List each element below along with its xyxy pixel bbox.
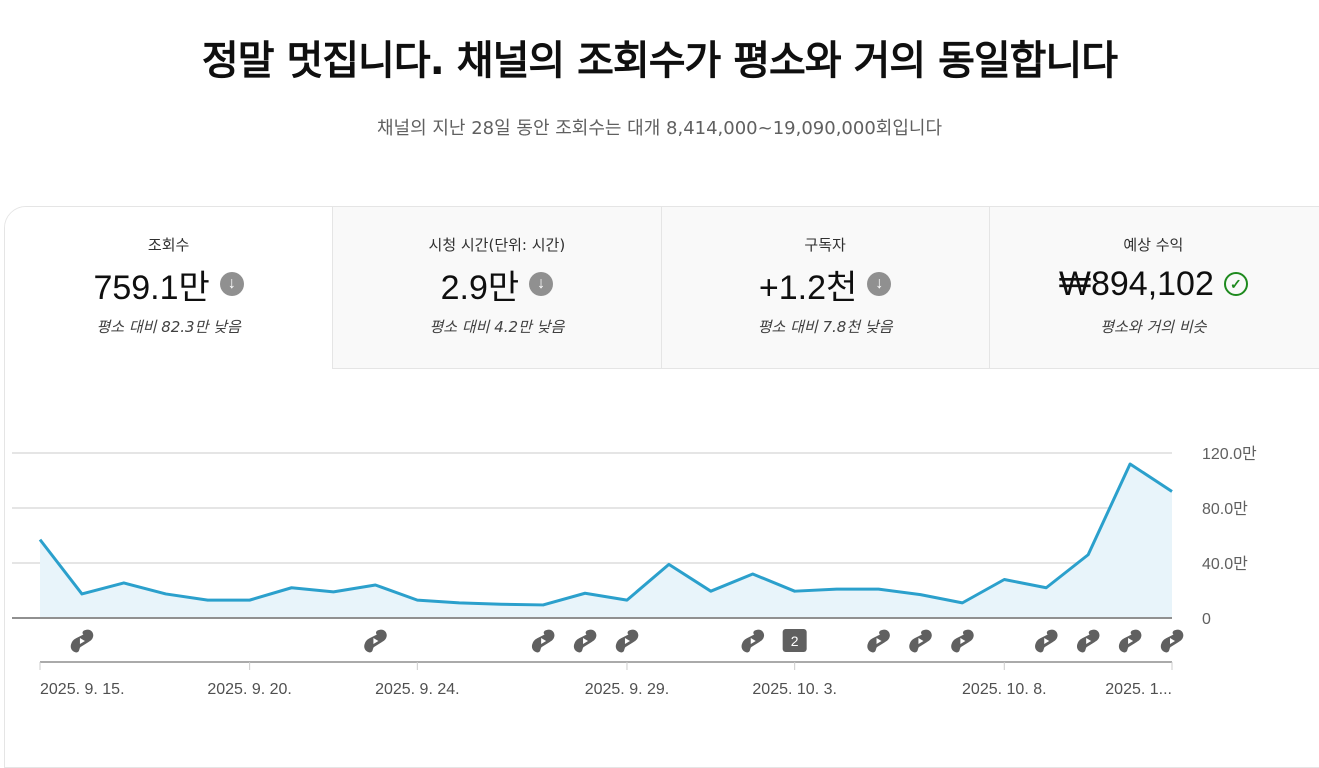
y-tick-label: 0 bbox=[1202, 611, 1211, 628]
shorts-icon[interactable] bbox=[364, 629, 387, 653]
shorts-icon[interactable] bbox=[951, 629, 974, 653]
tab-comparison: 평소 대비 4.2만 낮음 bbox=[429, 318, 565, 336]
tab-value: 759.1만 bbox=[93, 268, 210, 307]
play-triangle bbox=[583, 638, 589, 644]
play-triangle bbox=[1128, 638, 1134, 644]
tab-subscribers[interactable]: 구독자 +1.2천 ↓ 평소 대비 7.8천 낮음 bbox=[660, 207, 989, 369]
play-triangle bbox=[960, 638, 966, 644]
metric-tabs: 조회수 759.1만 ↓ 평소 대비 82.3만 낮음 시청 시간(단위: 시간)… bbox=[5, 207, 1319, 369]
y-tick-label: 80.0만 bbox=[1202, 500, 1248, 518]
tab-estimated-revenue[interactable]: 예상 수익 ₩894,102 ✓ 평소와 거의 비슷 bbox=[988, 207, 1319, 369]
tab-label: 조회수 bbox=[147, 236, 190, 254]
page-title: 정말 멋집니다. 채널의 조회수가 평소와 거의 동일합니다 bbox=[201, 38, 1118, 84]
play-triangle bbox=[1044, 638, 1050, 644]
play-triangle bbox=[373, 638, 379, 644]
shorts-icon[interactable] bbox=[1076, 629, 1100, 653]
shorts-icon[interactable] bbox=[1160, 629, 1184, 653]
play-triangle bbox=[750, 638, 756, 644]
views-chart: 0 40.0만 80.0만 120.0만 2 2025. 9. 15. 2025. 9. 2… bbox=[12, 445, 1257, 698]
tab-value: +1.2천 bbox=[758, 268, 858, 307]
arrow-down-circle-icon: ↓ bbox=[219, 272, 244, 296]
tab-value: ₩894,102 bbox=[1058, 264, 1214, 303]
x-tick-label: 2025. 9. 15. bbox=[40, 681, 125, 698]
x-tick-label: 2025. 9. 20. bbox=[207, 681, 292, 698]
shorts-icon[interactable] bbox=[909, 629, 932, 653]
shorts-icon[interactable] bbox=[615, 629, 639, 653]
tab-label: 예상 수익 bbox=[1123, 236, 1184, 254]
play-triangle bbox=[876, 638, 882, 644]
play-triangle bbox=[918, 638, 924, 644]
tab-views[interactable]: 조회수 759.1만 ↓ 평소 대비 82.3만 낮음 bbox=[5, 207, 333, 369]
x-tick-label: 2025. 9. 24. bbox=[375, 681, 460, 698]
tab-comparison: 평소 대비 82.3만 낮음 bbox=[96, 318, 241, 336]
tab-label: 시청 시간(단위: 시간) bbox=[428, 236, 566, 254]
shorts-icon[interactable] bbox=[1035, 629, 1058, 653]
x-tick-label: 2025. 9. 29. bbox=[585, 681, 670, 698]
tab-label: 구독자 bbox=[804, 236, 846, 254]
y-tick-label: 40.0만 bbox=[1202, 555, 1248, 573]
marker-count: 2 bbox=[791, 633, 799, 649]
series-area bbox=[40, 464, 1172, 618]
tab-watch-time[interactable]: 시청 시간(단위: 시간) 2.9만 ↓ 평소 대비 4.2만 낮음 bbox=[332, 207, 661, 369]
shorts-icon[interactable] bbox=[1118, 629, 1142, 653]
shorts-icon[interactable] bbox=[70, 629, 94, 653]
x-tick-label: 2025. 10. 3. bbox=[752, 681, 837, 698]
y-tick-label: 120.0만 bbox=[1202, 445, 1257, 463]
tab-value: 2.9만 bbox=[440, 268, 520, 307]
shorts-icon[interactable] bbox=[741, 629, 765, 653]
arrow-down-circle-icon: ↓ bbox=[529, 272, 554, 296]
play-triangle bbox=[1170, 638, 1175, 644]
shorts-icon[interactable] bbox=[867, 629, 890, 653]
check-circle-icon: ✓ bbox=[1223, 272, 1248, 296]
play-triangle bbox=[624, 638, 630, 644]
tab-comparison: 평소 대비 7.8천 낮음 bbox=[757, 318, 893, 336]
x-tick-label: 2025. 10. 8. bbox=[962, 681, 1047, 698]
shorts-icon[interactable] bbox=[573, 629, 597, 653]
marker-badge bbox=[782, 629, 807, 652]
play-triangle bbox=[1086, 638, 1092, 644]
page-subtitle: 채널의 지난 28일 동안 조회수는 대개 8,414,000~19,090,0… bbox=[376, 118, 943, 139]
shorts-icon[interactable] bbox=[531, 629, 555, 653]
tab-comparison: 평소와 거의 비슷 bbox=[1100, 318, 1207, 336]
analytics-card: 조회수 759.1만 ↓ 평소 대비 82.3만 낮음 시청 시간(단위: 시간)… bbox=[4, 206, 1319, 768]
play-triangle bbox=[541, 638, 547, 644]
x-tick-label: 2025. 1... bbox=[1105, 681, 1172, 698]
play-triangle bbox=[79, 638, 85, 644]
video-count-marker[interactable]: 2 bbox=[782, 629, 807, 652]
arrow-down-circle-icon: ↓ bbox=[867, 272, 892, 296]
series-line bbox=[38, 462, 1173, 607]
